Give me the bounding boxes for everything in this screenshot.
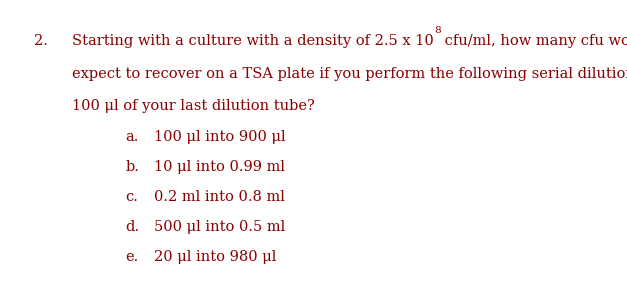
Text: 100 μl into 900 μl: 100 μl into 900 μl — [154, 130, 285, 145]
Text: e.: e. — [125, 250, 139, 264]
Text: 2.: 2. — [34, 34, 48, 48]
Text: b.: b. — [125, 160, 139, 174]
Text: 100 μl of your last dilution tube?: 100 μl of your last dilution tube? — [72, 99, 315, 113]
Text: cfu/ml, how many cfu would you: cfu/ml, how many cfu would you — [441, 34, 627, 48]
Text: 500 μl into 0.5 ml: 500 μl into 0.5 ml — [154, 220, 285, 234]
Text: 20 μl into 980 μl: 20 μl into 980 μl — [154, 250, 276, 264]
Text: 8: 8 — [434, 26, 441, 35]
Text: 0.2 ml into 0.8 ml: 0.2 ml into 0.8 ml — [154, 190, 285, 204]
Text: d.: d. — [125, 220, 139, 234]
Text: Starting with a culture with a density of 2.5 x 10: Starting with a culture with a density o… — [72, 34, 434, 48]
Text: 10 μl into 0.99 ml: 10 μl into 0.99 ml — [154, 160, 285, 174]
Text: c.: c. — [125, 190, 139, 204]
Text: expect to recover on a TSA plate if you perform the following serial dilutions a: expect to recover on a TSA plate if you … — [72, 67, 627, 81]
Text: a.: a. — [125, 130, 139, 145]
